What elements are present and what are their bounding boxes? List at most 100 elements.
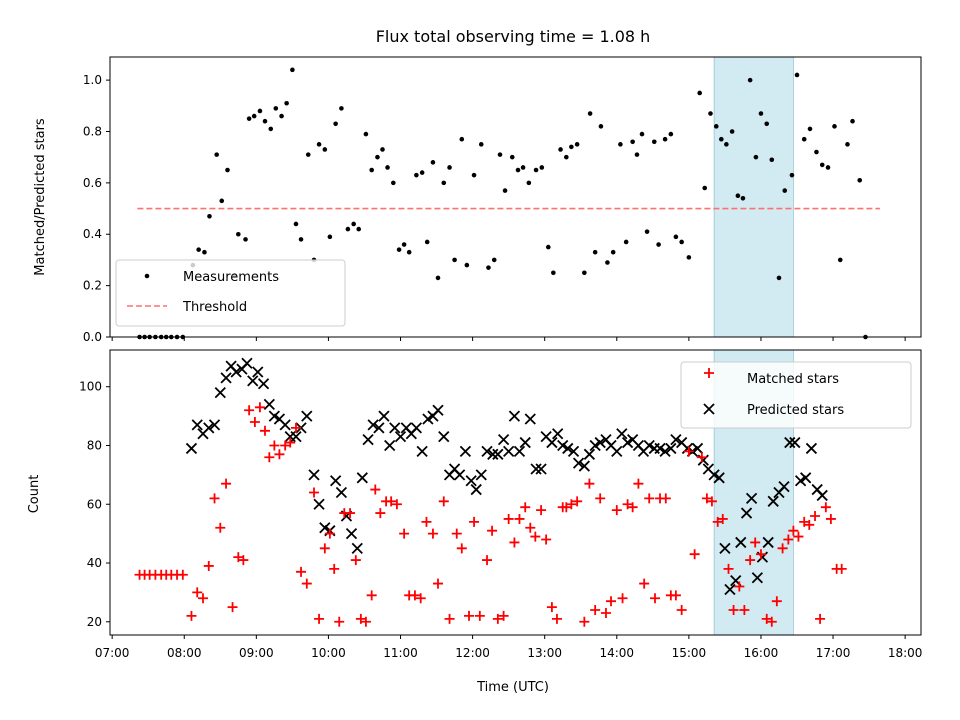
measurement-point xyxy=(713,124,719,129)
measurement-point xyxy=(196,247,201,252)
bottom-legend: Matched stars Predicted stars xyxy=(680,361,912,429)
matched-star-marker xyxy=(264,452,275,463)
matched-star-marker xyxy=(541,534,552,545)
measurement-point xyxy=(850,118,855,124)
matched-star-marker xyxy=(771,596,782,607)
measurement-point xyxy=(486,265,491,270)
matched-star-marker xyxy=(644,493,655,504)
matched-star-marker xyxy=(290,422,301,433)
predicted-star-marker xyxy=(567,445,580,458)
predicted-star-marker xyxy=(252,366,264,378)
matched-star-marker xyxy=(525,522,536,533)
predicted-star-marker xyxy=(475,469,487,481)
measurement-point xyxy=(769,157,775,163)
matched-star-marker xyxy=(815,613,826,624)
measurement-point xyxy=(262,118,268,124)
matched-star-marker xyxy=(259,425,270,436)
top-y-ticks: 0.0 0.2 0.4 0.6 0.8 1.0 xyxy=(83,73,110,344)
measurement-point xyxy=(551,270,556,276)
y-tick-label: 0.4 xyxy=(83,227,102,241)
predicted-star-marker xyxy=(290,431,302,443)
predicted-star-marker xyxy=(351,542,363,554)
measurement-point xyxy=(251,113,257,119)
matched-star-marker xyxy=(689,549,700,560)
matched-star-marker xyxy=(683,446,694,457)
measurement-point xyxy=(673,234,679,240)
matched-star-marker xyxy=(238,555,249,566)
matched-star-marker xyxy=(660,493,671,504)
measurement-point xyxy=(225,167,230,173)
x-tick-label: 14:00 xyxy=(599,646,634,660)
measurement-point xyxy=(630,139,635,145)
x-tick-label: 15:00 xyxy=(672,646,707,660)
measurement-point xyxy=(845,142,850,147)
predicted-star-marker xyxy=(470,483,482,496)
measurement-point xyxy=(452,257,457,263)
predicted-star-marker xyxy=(578,460,590,472)
ratio-panel: 0.0 0.2 0.4 0.6 0.8 1.0 Matched/Predicted sta… xyxy=(33,56,922,344)
y-tick-label: 0.2 xyxy=(83,279,102,293)
matched-star-marker xyxy=(192,587,203,598)
matched-star-marker xyxy=(611,505,622,516)
measurement-point xyxy=(447,165,452,170)
measurement-point xyxy=(592,249,598,255)
legend-threshold-label: Threshold xyxy=(182,300,247,315)
matched-star-marker xyxy=(590,605,601,616)
measurement-point xyxy=(202,249,207,255)
matched-star-marker xyxy=(820,502,831,513)
predicted-star-marker xyxy=(767,495,779,507)
measurement-point xyxy=(605,260,610,265)
matched-star-marker xyxy=(355,613,366,624)
predicted-star-marker xyxy=(654,442,666,455)
matched-star-marker xyxy=(197,593,208,604)
measurement-point xyxy=(459,136,465,142)
measurement-point xyxy=(345,226,351,232)
predicted-star-marker xyxy=(203,422,215,434)
matched-star-marker xyxy=(520,502,531,513)
predicted-star-marker xyxy=(562,442,574,455)
predicted-star-marker xyxy=(740,507,753,519)
y-tick-label: 0.0 xyxy=(83,330,102,344)
measurement-point xyxy=(414,172,419,178)
legend-matched-label: Matched stars xyxy=(747,372,839,387)
matched-star-marker xyxy=(670,590,681,601)
predicted-star-marker xyxy=(313,498,325,510)
bottom-y-ticks: 20 40 60 80 100 xyxy=(79,380,110,629)
predicted-star-marker xyxy=(330,475,342,487)
matched-star-marker xyxy=(375,508,386,519)
measurement-point xyxy=(789,172,795,178)
matched-star-marker xyxy=(456,543,467,554)
matched-star-marker xyxy=(514,513,525,524)
chart-title: Flux total observing time = 1.08 h xyxy=(376,27,651,46)
legend-measurements-marker xyxy=(144,273,150,279)
measurement-point xyxy=(819,162,825,168)
bottom-legend-box xyxy=(680,361,912,429)
measurement-point xyxy=(618,142,623,147)
measurement-point xyxy=(702,185,708,191)
matched-star-marker xyxy=(280,440,291,451)
measurement-point xyxy=(807,126,813,132)
predicted-star-marker xyxy=(301,410,313,422)
predicted-star-marker xyxy=(268,410,280,422)
measurement-point xyxy=(207,213,212,219)
matched-star-marker xyxy=(492,613,503,624)
matched-star-marker xyxy=(561,502,572,513)
matched-star-marker xyxy=(433,578,444,589)
measurement-point xyxy=(587,111,593,116)
measurement-point xyxy=(305,152,311,157)
x-tick-label: 08:00 xyxy=(167,646,202,660)
matched-star-marker xyxy=(309,487,320,498)
measurement-point xyxy=(520,165,526,170)
measurement-point xyxy=(491,257,497,263)
matched-star-marker xyxy=(777,543,788,554)
predicted-star-marker xyxy=(583,448,596,460)
matched-star-marker xyxy=(579,616,590,627)
predicted-star-marker xyxy=(800,472,812,484)
top-axes-frame xyxy=(109,56,922,338)
predicted-star-marker xyxy=(503,445,515,458)
y-tick-label: 40 xyxy=(87,556,102,570)
measurement-point xyxy=(369,167,374,173)
y-tick-label: 80 xyxy=(87,438,102,452)
predicted-star-marker xyxy=(247,375,259,387)
